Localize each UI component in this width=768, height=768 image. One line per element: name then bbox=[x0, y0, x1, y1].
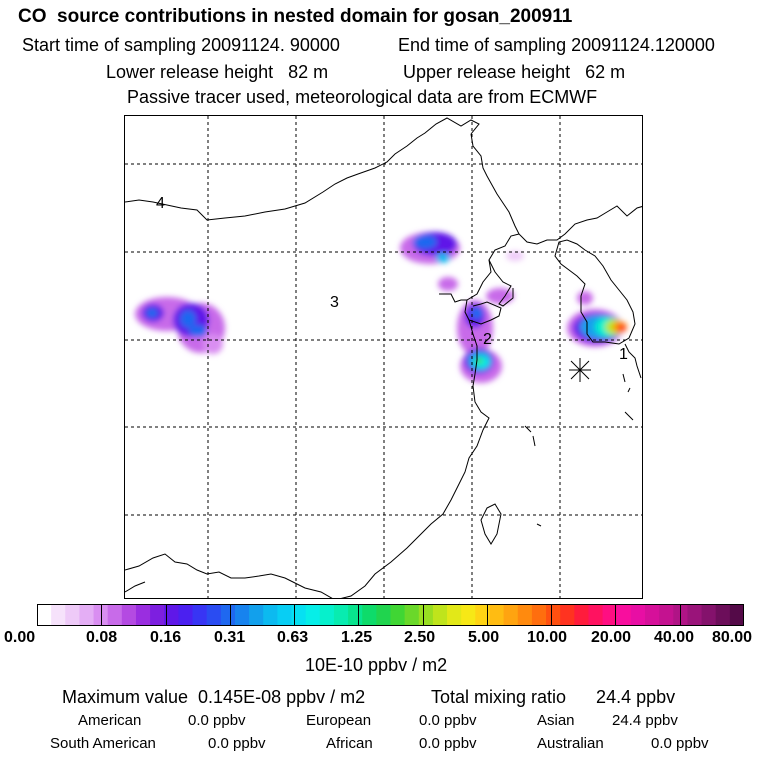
colorbar-tick: 80.00 bbox=[712, 629, 753, 646]
colorbar-tick: 2.50 bbox=[404, 629, 436, 646]
maximum-value: Maximum value 0.145E-08 ppbv / m2 bbox=[62, 687, 366, 707]
region-label-1: 1 bbox=[619, 346, 628, 363]
source-value-african: 0.0 ppbv bbox=[419, 735, 477, 752]
source-value-asian: 24.4 ppbv bbox=[612, 712, 678, 729]
colorbar-cell bbox=[79, 604, 95, 626]
map-panel: 1 2 3 4 bbox=[124, 115, 643, 599]
region-label-2: 2 bbox=[483, 331, 492, 348]
region-label-3: 3 bbox=[330, 294, 339, 311]
colorbar-cell bbox=[447, 604, 462, 626]
colorbar-unit: 10E-10 ppbv / m2 bbox=[305, 655, 448, 675]
colorbar-cell bbox=[574, 604, 590, 626]
colorbar-cell bbox=[645, 604, 660, 626]
grid-lines bbox=[125, 116, 642, 598]
colorbar-cell bbox=[249, 604, 264, 626]
source-value-european: 0.0 ppbv bbox=[419, 712, 477, 729]
colorbar-cell bbox=[560, 604, 575, 626]
colorbar-cell bbox=[588, 604, 604, 626]
colorbar-tick: 0.63 bbox=[277, 629, 309, 646]
colorbar-cell bbox=[362, 604, 377, 626]
colorbar-cell bbox=[319, 604, 335, 626]
colorbar-cell bbox=[348, 604, 363, 626]
region-label-4: 4 bbox=[156, 195, 165, 212]
source-value-american: 0.0 ppbv bbox=[188, 712, 246, 729]
lower-release-label: Lower release height 82 m bbox=[106, 62, 329, 82]
colorbar-tick: 0.16 bbox=[150, 629, 182, 646]
colorbar-cell bbox=[93, 604, 109, 626]
colorbar-cell bbox=[531, 604, 547, 626]
plume-west bbox=[135, 297, 225, 354]
colorbar-cell bbox=[305, 604, 321, 626]
colorbar-cell bbox=[150, 604, 165, 626]
colorbar-tick: 5.00 bbox=[468, 629, 500, 646]
colorbar-tick: 40.00 bbox=[654, 629, 695, 646]
colorbar-cell bbox=[432, 604, 448, 626]
colorbar-cell bbox=[135, 604, 151, 626]
source-value-south-american: 0.0 ppbv bbox=[208, 735, 266, 752]
colorbar-cell bbox=[418, 604, 434, 626]
tracer-note: Passive tracer used, meteorological data… bbox=[127, 87, 598, 107]
colorbar-cell bbox=[376, 604, 392, 626]
colorbar-cell bbox=[277, 604, 293, 626]
colorbar-cell bbox=[206, 604, 222, 626]
upper-release-label: Upper release height 62 m bbox=[403, 62, 626, 82]
total-mixing-ratio: Total mixing ratio 24.4 ppbv bbox=[431, 687, 676, 707]
colorbar-tick: 10.00 bbox=[527, 629, 568, 646]
colorbar bbox=[37, 604, 744, 626]
colorbar-cell bbox=[37, 604, 52, 626]
source-value-australian: 0.0 ppbv bbox=[651, 735, 709, 752]
colorbar-cell bbox=[291, 604, 307, 626]
coastlines bbox=[125, 117, 642, 598]
colorbar-cell bbox=[630, 604, 646, 626]
colorbar-cell bbox=[263, 604, 278, 626]
sampling-end-label: End time of sampling 20091124.120000 bbox=[398, 35, 715, 55]
colorbar-cell bbox=[178, 604, 194, 626]
colorbar-cell bbox=[489, 604, 505, 626]
colorbar-cell bbox=[503, 604, 519, 626]
colorbar-cell bbox=[659, 604, 674, 626]
colorbar-cell bbox=[602, 604, 618, 626]
colorbar-cell bbox=[546, 604, 561, 626]
colorbar-cell bbox=[107, 604, 123, 626]
source-name-asian: Asian bbox=[537, 712, 575, 729]
colorbar-cell bbox=[687, 604, 703, 626]
colorbar-tick: 0.08 bbox=[86, 629, 118, 646]
colorbar-cell bbox=[616, 604, 632, 626]
colorbar-cell bbox=[517, 604, 533, 626]
colorbar-cell bbox=[121, 604, 137, 626]
colorbar-cell bbox=[333, 604, 349, 626]
colorbar-cell bbox=[461, 604, 476, 626]
colorbar-cell bbox=[715, 604, 731, 626]
colorbar-tick: 20.00 bbox=[591, 629, 632, 646]
colorbar-cell bbox=[475, 604, 491, 626]
source-name-american: American bbox=[78, 712, 142, 729]
source-name-european: European bbox=[306, 712, 372, 729]
plume-north bbox=[400, 232, 524, 264]
sampling-start-label: Start time of sampling 20091124. 90000 bbox=[22, 35, 340, 55]
colorbar-cell bbox=[51, 604, 66, 626]
colorbar-cell bbox=[234, 604, 250, 626]
colorbar-cell bbox=[404, 604, 420, 626]
colorbar-tick: 0.00 bbox=[4, 629, 36, 646]
colorbar-cell bbox=[192, 604, 208, 626]
colorbar-cell bbox=[390, 604, 406, 626]
colorbar-cell bbox=[701, 604, 717, 626]
colorbar-cell bbox=[729, 604, 744, 626]
colorbar-tick: 0.31 bbox=[214, 629, 246, 646]
colorbar-cell bbox=[65, 604, 81, 626]
source-name-australian: Australian bbox=[537, 735, 604, 752]
map-svg: 1 2 3 4 bbox=[125, 116, 642, 598]
chart-title: CO source contributions in nested domain… bbox=[18, 6, 573, 27]
colorbar-cell bbox=[220, 604, 236, 626]
receptor-star-icon bbox=[569, 358, 591, 382]
colorbar-cell bbox=[164, 604, 179, 626]
colorbar-tick: 1.25 bbox=[341, 629, 373, 646]
plume-korea bbox=[567, 291, 627, 347]
source-name-african: African bbox=[326, 735, 373, 752]
source-name-south-american: South American bbox=[50, 735, 156, 752]
